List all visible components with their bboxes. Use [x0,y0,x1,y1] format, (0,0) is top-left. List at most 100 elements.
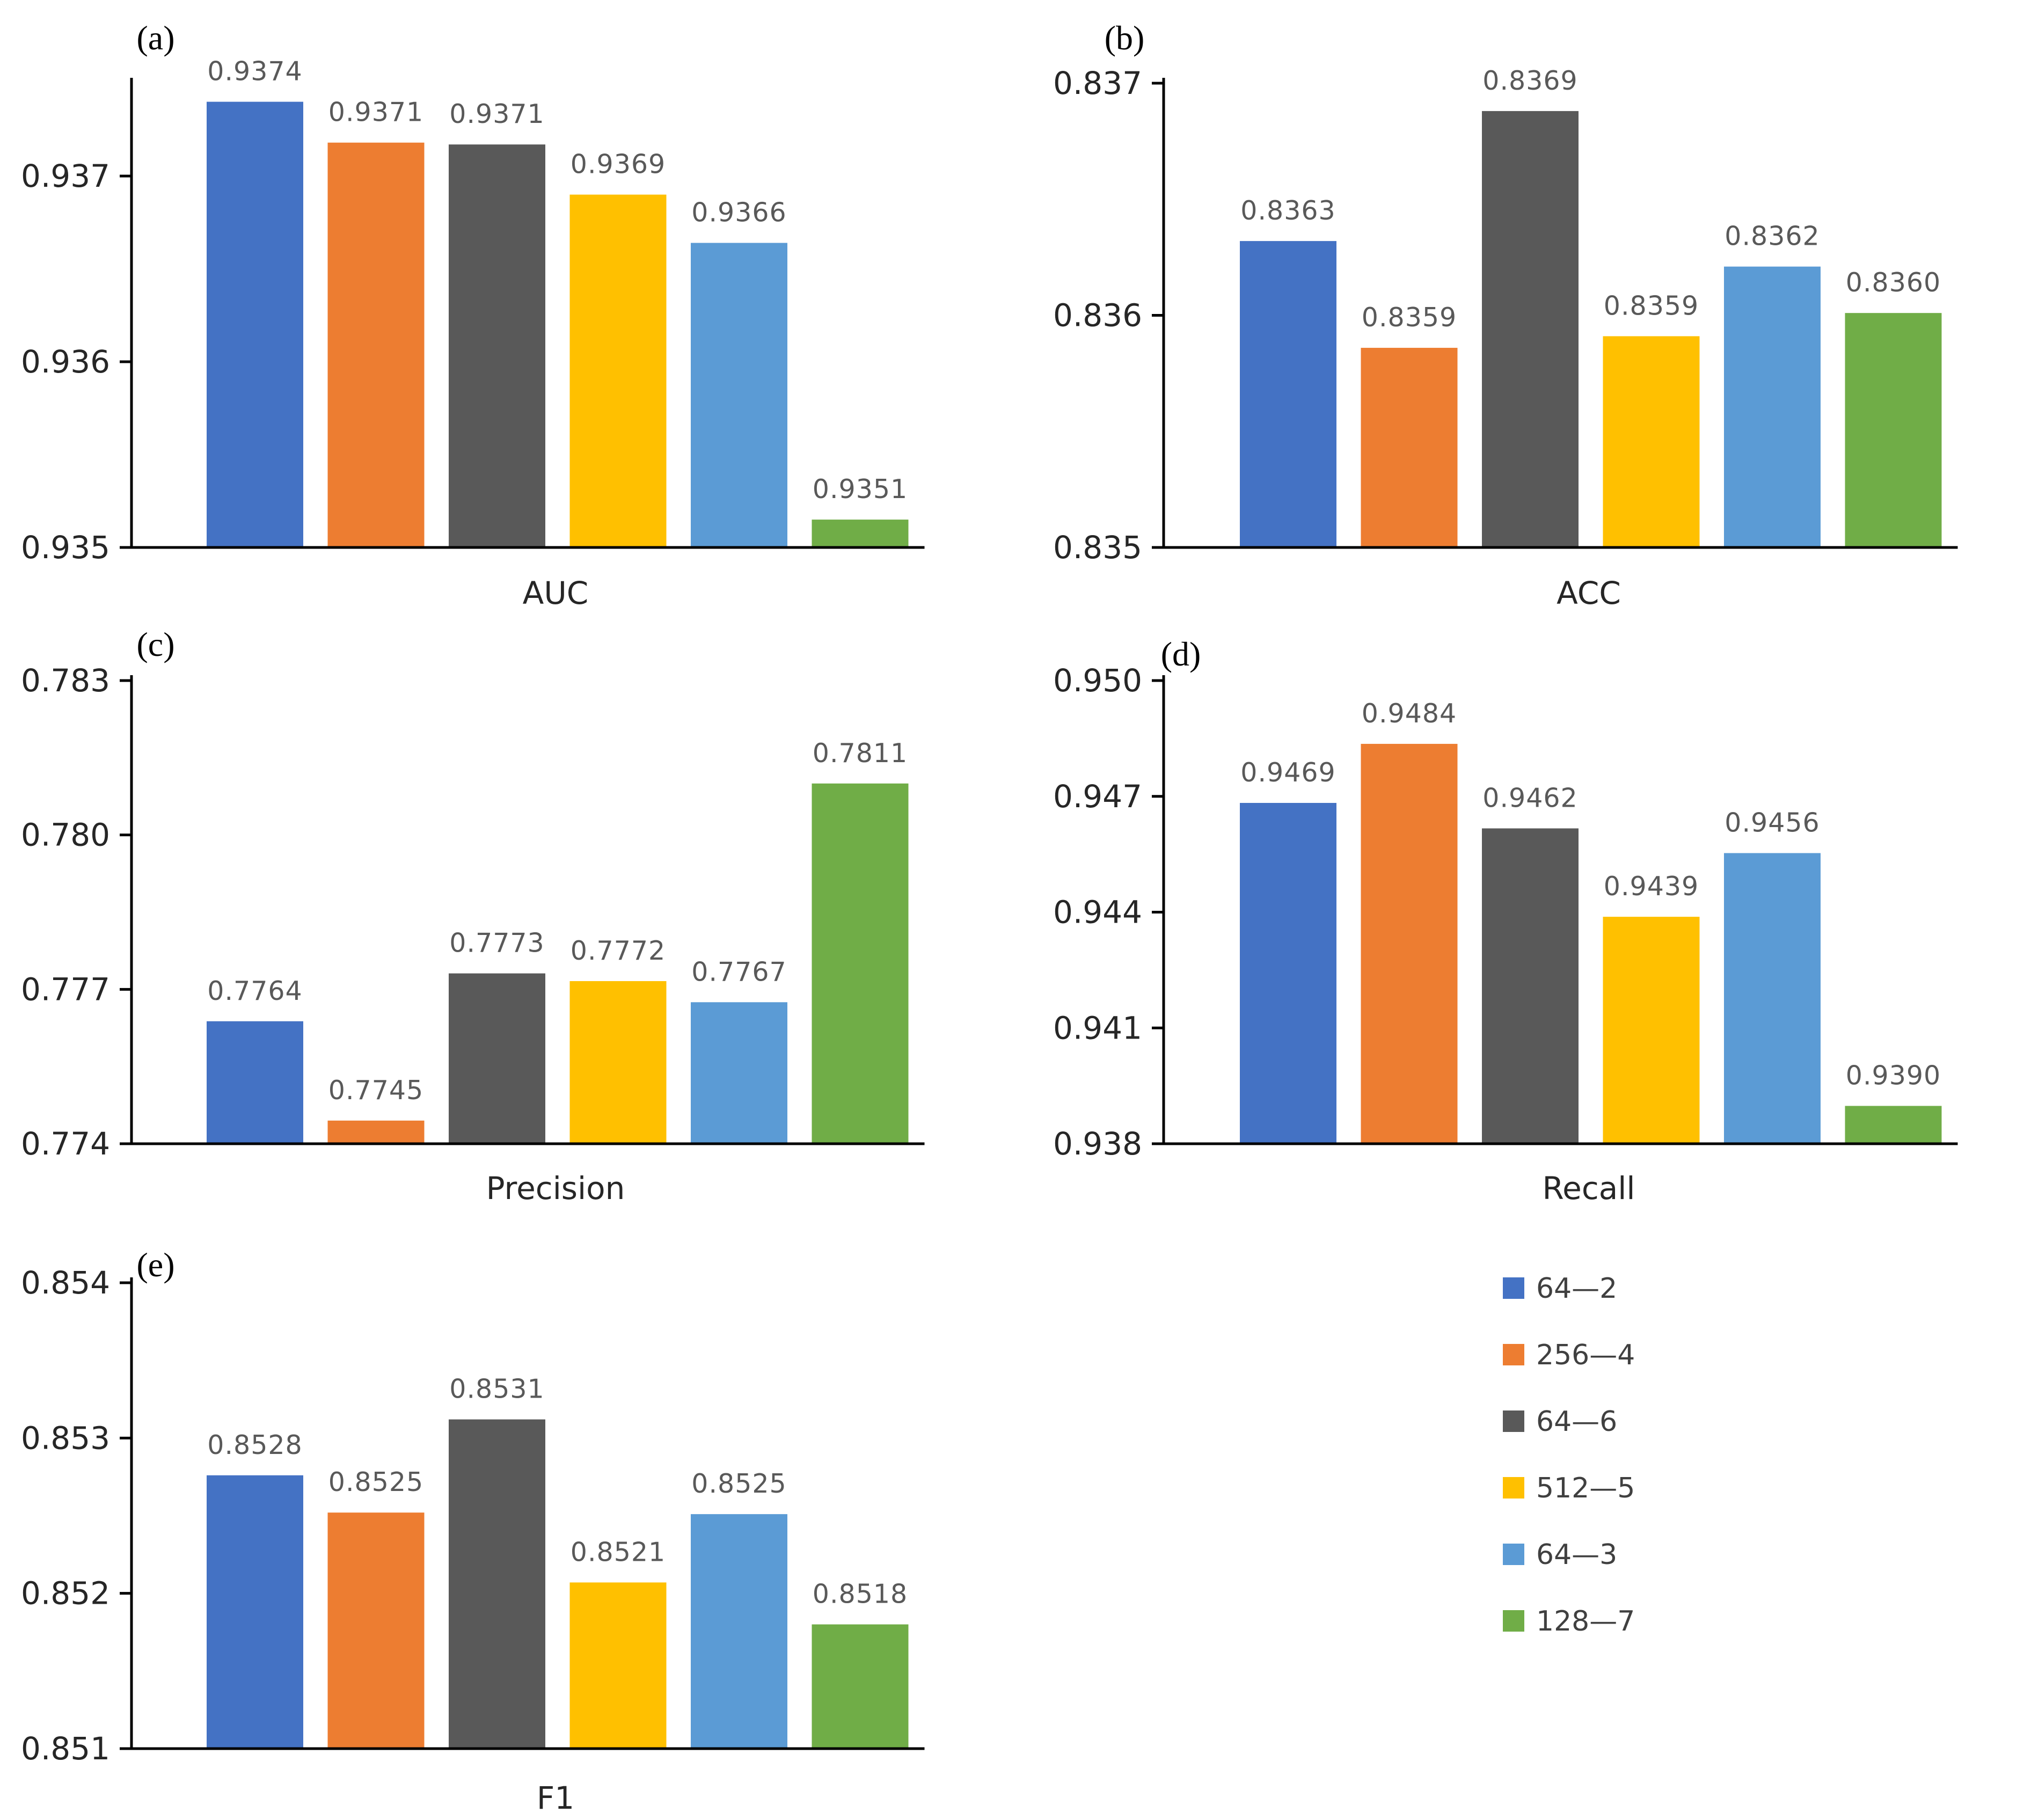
bar [1724,266,1821,547]
bar [691,1002,787,1144]
bar [327,1512,425,1749]
x-axis-title: Precision [486,1170,625,1207]
x-axis-title: Recall [1542,1170,1635,1207]
data-label: 0.9390 [1846,1061,1941,1091]
legend-swatch [1503,1544,1524,1565]
legend-item: 256—4 [1503,1339,1635,1371]
legend-item: 64—3 [1503,1539,1617,1571]
data-label: 0.9371 [449,99,544,129]
bar [1240,241,1336,548]
data-label: 0.9369 [571,149,666,180]
data-label: 0.9366 [691,198,786,228]
bar [569,981,667,1144]
data-label: 0.8531 [449,1374,544,1405]
bar [691,243,787,547]
data-label: 0.8360 [1846,267,1941,298]
data-label: 0.9484 [1362,698,1457,729]
legend-label: 64—6 [1536,1406,1617,1438]
data-label: 0.8525 [691,1468,786,1499]
bar [207,1021,303,1144]
bar [812,520,909,547]
data-label: 0.8362 [1725,221,1820,252]
y-tick-label: 0.941 [1053,1010,1142,1046]
y-tick-label: 0.937 [21,158,110,194]
y-tick-label: 0.783 [21,662,110,699]
data-label: 0.8528 [207,1430,302,1460]
legend-item: 64—2 [1503,1273,1617,1305]
data-label: 0.9351 [813,474,908,505]
bar [1845,313,1942,547]
chart-panel: 0.8528 0.8525 0.8531 0.8521 0.8525 0.8518 0.85… [21,1246,925,1816]
y-tick-label: 0.936 [21,343,110,380]
y-tick-label: 0.835 [1053,529,1142,566]
data-label: 0.8521 [571,1537,666,1567]
y-tick-label: 0.944 [1053,894,1142,931]
y-tick-label: 0.950 [1053,662,1142,699]
legend-label: 64—3 [1536,1539,1617,1571]
bar [1845,1106,1942,1144]
y-tick-label: 0.836 [1053,297,1142,334]
data-label: 0.8359 [1362,302,1457,333]
y-tick-label: 0.852 [21,1575,110,1612]
legend-label: 64—2 [1536,1273,1617,1305]
bar [1603,336,1700,547]
data-label: 0.9439 [1604,871,1699,902]
y-tick-label: 0.938 [1053,1125,1142,1162]
data-label: 0.7767 [691,956,786,987]
data-label: 0.7745 [328,1075,423,1106]
bar [1361,743,1458,1144]
bar [449,1419,545,1749]
bar [449,973,545,1144]
bar [327,142,425,548]
bar [1603,917,1700,1144]
legend-swatch [1503,1410,1524,1432]
panel-label: (b) [1105,19,1145,57]
data-label: 0.8369 [1482,65,1577,96]
legend-swatch [1503,1610,1524,1632]
legend-label: 128—7 [1536,1605,1635,1638]
data-label: 0.8518 [813,1579,908,1610]
y-tick-label: 0.854 [21,1265,110,1301]
data-label: 0.9462 [1482,783,1577,813]
y-tick-label: 0.947 [1053,778,1142,815]
legend-swatch [1503,1277,1524,1299]
data-label: 0.8363 [1240,195,1335,226]
y-tick-label: 0.853 [21,1420,110,1456]
data-label: 0.9469 [1240,757,1335,788]
legend: 64—2 256—4 64—6 512—5 64—3 128—7 [1503,1273,1635,1638]
x-axis-title: F1 [537,1780,574,1816]
legend-item: 128—7 [1503,1605,1635,1638]
bar [327,1120,425,1144]
bar [812,1624,909,1749]
y-tick-label: 0.837 [1053,65,1142,101]
legend-item: 64—6 [1503,1406,1617,1438]
bar [207,1475,303,1749]
bar [1482,828,1579,1144]
data-label: 0.7773 [449,928,544,959]
data-label: 0.7772 [571,935,666,966]
panel-label: (e) [136,1246,174,1284]
y-tick-label: 0.851 [21,1730,110,1767]
x-axis-title: AUC [523,575,589,611]
bar [812,783,909,1144]
bar [691,1514,787,1749]
data-label: 0.8359 [1604,290,1699,321]
panel-label: (c) [136,625,174,663]
bar [569,1582,667,1749]
data-label: 0.9374 [207,56,302,87]
data-label: 0.7811 [813,738,908,769]
panel-label: (d) [1161,635,1201,673]
x-axis-title: ACC [1557,575,1621,611]
data-label: 0.9371 [328,97,423,128]
chart-panel: 0.9469 0.9484 0.9462 0.9439 0.9456 0.9390 0.93… [1053,635,1958,1207]
legend-item: 512—5 [1503,1472,1635,1504]
y-tick-label: 0.935 [21,529,110,566]
chart-panel: 0.9374 0.9371 0.9371 0.9369 0.9366 0.9351 0.93… [21,19,925,611]
y-tick-label: 0.774 [21,1125,110,1162]
legend-swatch [1503,1477,1524,1499]
legend-label: 256—4 [1536,1339,1635,1371]
bar [1240,802,1336,1144]
bar [569,194,667,548]
y-tick-label: 0.777 [21,971,110,1007]
bar [1724,853,1821,1144]
